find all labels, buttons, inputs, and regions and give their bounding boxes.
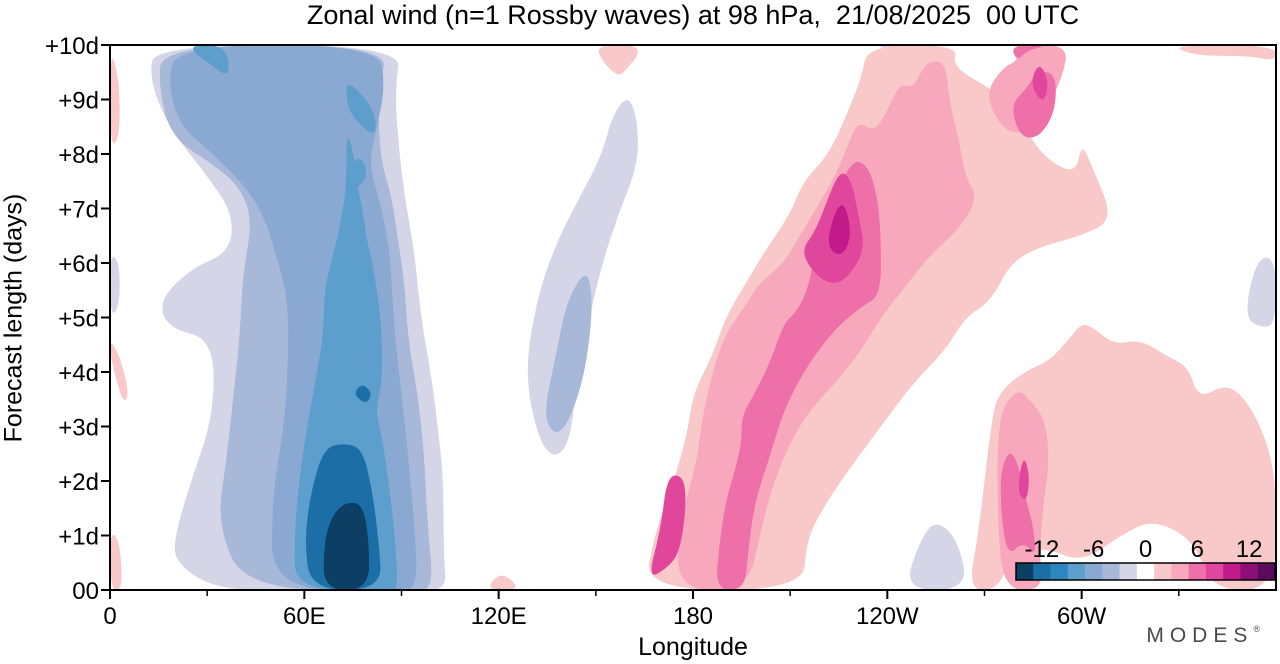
y-tick-label: +9d [58,88,99,115]
y-tick-label: +2d [58,469,99,496]
modes-logo: MODES® [1146,624,1260,648]
x-tick-label: 120E [471,603,527,630]
contour-region [350,158,367,188]
contour-region [1013,45,1043,59]
contour-region [651,475,686,575]
contour-region [828,205,850,254]
y-tick-label: +10d [45,33,99,60]
colorbar-swatch [1119,563,1138,580]
registered-mark: ® [1253,624,1260,634]
colorbar-swatch [1188,563,1207,580]
contour-region [1247,257,1276,327]
contour-region [909,524,965,590]
colorbar-swatch [1257,563,1276,580]
contour-region [110,343,128,401]
x-tick-label: 0 [103,603,116,630]
colorbar-swatch [1016,563,1034,580]
y-tick-label: +3d [58,415,99,442]
colorbar-swatch [1050,563,1069,580]
y-tick-label: 00 [72,578,99,605]
colorbar-frame [1015,562,1276,581]
x-tick-label: 180 [673,603,713,630]
contour-region [193,45,229,74]
colorbar-swatch [1085,563,1103,580]
x-tick-label: 60W [1057,603,1107,630]
y-axis-label-text: Forecast length (days) [0,193,28,443]
colorbar-swatch [1240,563,1259,580]
colorbar-label: -6 [1083,536,1104,563]
contour-region [346,85,376,133]
y-tick-label: +8d [58,142,99,169]
colorbar-swatch [1205,563,1224,580]
contour-region [342,218,360,251]
contour-region [1032,66,1048,100]
y-tick-label: +4d [58,360,99,387]
colorbar-label: 0 [1139,536,1152,563]
contour-region [355,385,371,402]
colorbar-label: 6 [1191,536,1204,563]
contour-region [598,45,638,75]
contour-region [546,275,592,432]
y-tick-label: +7d [58,197,99,224]
y-tick-label: +1d [58,524,99,551]
contour-region [1018,460,1029,499]
colorbar-swatch [1033,563,1051,580]
colorbar-swatch [1171,563,1189,580]
colorbar-label: 12 [1236,536,1263,563]
colorbar-swatch [1154,563,1172,580]
colorbar: -12 -6 0 6 12 [1015,536,1276,581]
brand-text: MODES [1146,624,1254,647]
y-tick-label: +6d [58,251,99,278]
y-tick-label: +5d [58,306,99,333]
contour-region [323,502,370,590]
x-axis-label: Longitude [638,633,748,661]
colorbar-label: -12 [1025,536,1060,563]
x-tick-label: 120W [856,603,919,630]
colorbar-swatch [1067,563,1086,580]
contour-region [1000,453,1036,552]
contour-region [490,575,516,590]
contour-region [110,256,120,313]
contour-layer [110,45,1276,590]
contour-region [110,58,120,144]
colorbar-swatch [1102,563,1120,580]
contour-region [971,324,1276,590]
chart-title: Zonal wind (n=1 Rossby waves) at 98 hPa,… [306,0,1080,30]
contour-region [110,534,122,590]
x-tick-label: 60E [283,603,326,630]
colorbar-swatch [1136,563,1155,580]
colorbar-swatch [1223,563,1241,580]
contour-region [1179,45,1276,60]
